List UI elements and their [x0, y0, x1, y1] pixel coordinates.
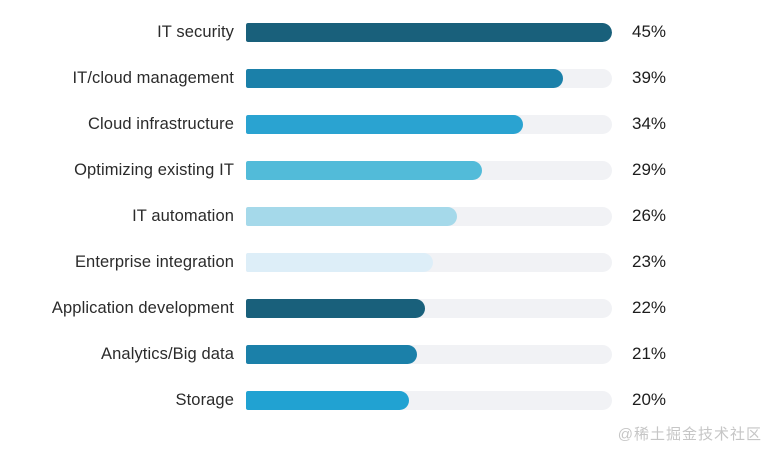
bar-track [246, 206, 612, 226]
bar-track [246, 68, 612, 88]
chart-row: Storage 20% [0, 377, 774, 423]
bar-fill [246, 252, 434, 272]
category-label: Cloud infrastructure [88, 114, 234, 133]
value-label: 21% [632, 344, 667, 363]
bar-fill [246, 68, 564, 88]
bar-track [246, 114, 612, 134]
value-label: 29% [632, 160, 667, 179]
chart-row: IT automation 26% [0, 193, 774, 239]
bar-fill [246, 344, 417, 364]
value-label: 39% [632, 68, 667, 87]
category-label: Optimizing existing IT [74, 160, 234, 179]
category-label: IT automation [132, 206, 234, 225]
bar-track [246, 22, 612, 42]
value-label: 34% [632, 114, 667, 133]
category-label: Application development [51, 298, 234, 317]
bar-track [246, 390, 612, 410]
bar-fill [246, 206, 458, 226]
bar-fill [246, 298, 425, 318]
value-label: 20% [632, 390, 667, 409]
chart-row: IT/cloud management 39% [0, 55, 774, 101]
value-label: 23% [632, 252, 667, 271]
value-label: 26% [632, 206, 667, 225]
bar-track [246, 344, 612, 364]
chart-row: Cloud infrastructure 34% [0, 101, 774, 147]
category-label: Storage [175, 390, 234, 409]
bar-track [246, 252, 612, 272]
chart-row: Application development 22% [0, 285, 774, 331]
bar-fill [246, 160, 482, 180]
category-label: IT/cloud management [72, 68, 234, 87]
bar-fill [246, 22, 612, 42]
chart-row: Optimizing existing IT 29% [0, 147, 774, 193]
category-label: Enterprise integration [74, 252, 234, 271]
chart-row: IT security 45% [0, 9, 774, 55]
value-label: 45% [632, 22, 667, 41]
bar-fill [246, 390, 409, 410]
bar-track [246, 298, 612, 318]
bar-track [246, 160, 612, 180]
bar-fill [246, 114, 523, 134]
chart-row: Enterprise integration 23% [0, 239, 774, 285]
value-label: 22% [632, 298, 667, 317]
watermark: @稀土掘金技术社区 [617, 426, 762, 443]
category-label: Analytics/Big data [101, 344, 234, 363]
category-label: IT security [157, 22, 234, 41]
chart-row: Analytics/Big data 21% [0, 331, 774, 377]
